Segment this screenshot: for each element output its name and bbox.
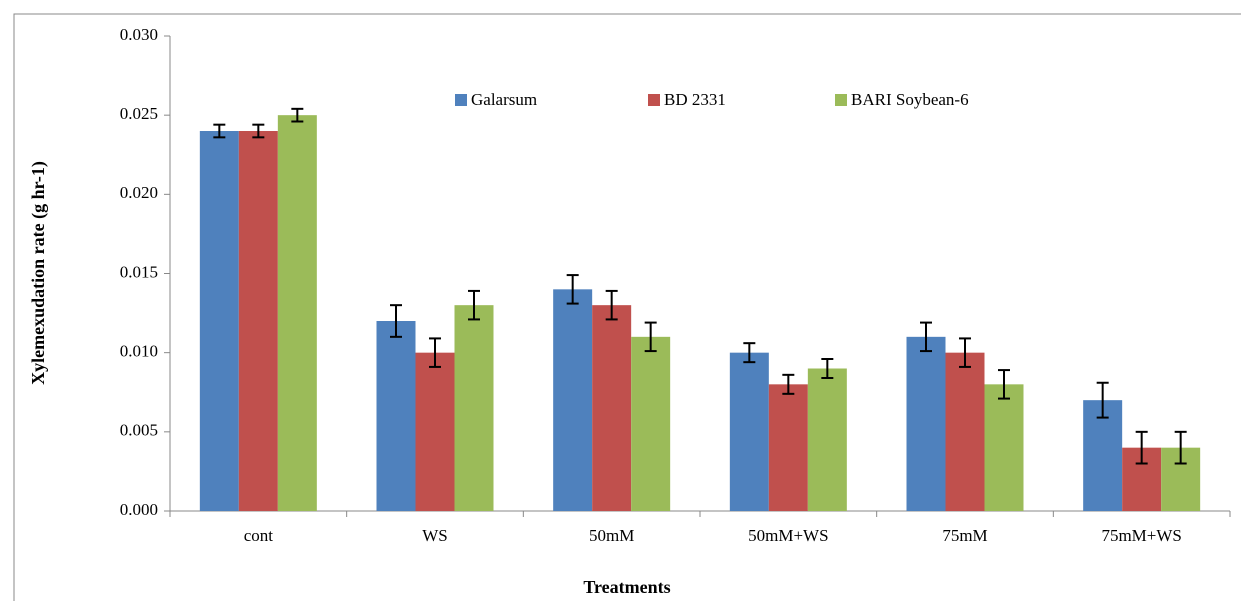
x-tick-label: cont (244, 526, 274, 545)
bar (277, 115, 317, 512)
error-bar (821, 358, 834, 379)
error-bar (959, 337, 971, 368)
legend-label: Galarsum (471, 90, 537, 109)
bar (768, 384, 808, 511)
error-bar (998, 369, 1010, 400)
bar (631, 336, 671, 511)
error-bar (782, 373, 795, 395)
x-tick-label: 75mM+WS (1101, 526, 1181, 545)
error-bar (644, 321, 657, 353)
bar (415, 352, 455, 511)
x-tick-label: WS (422, 526, 448, 545)
error-bar (566, 274, 579, 305)
error-bar (605, 289, 618, 321)
error-bar (468, 289, 480, 321)
x-axis-title: Treatments (583, 577, 670, 597)
bar (454, 305, 494, 511)
error-bar (1174, 430, 1187, 465)
y-tick-label: 0.025 (120, 104, 158, 123)
legend-swatch (648, 94, 660, 106)
error-bar (1135, 430, 1148, 465)
x-tick-label: 50mM (589, 526, 634, 545)
bar (238, 131, 278, 511)
bar (199, 131, 239, 511)
y-tick-label: 0.005 (120, 421, 158, 440)
bar (729, 352, 769, 511)
legend-swatch (835, 94, 847, 106)
bar (906, 336, 946, 511)
bar (553, 289, 593, 511)
bar (945, 352, 985, 511)
error-bar (1096, 381, 1109, 419)
error-bar (920, 321, 932, 353)
error-bar (291, 107, 304, 123)
y-tick-label: 0.015 (120, 262, 158, 281)
error-bar (252, 123, 265, 139)
bar (592, 305, 632, 511)
y-tick-label: 0.020 (120, 183, 158, 202)
bar (376, 321, 416, 511)
y-tick-label: 0.010 (120, 342, 158, 361)
error-bar (429, 337, 441, 368)
bar (1083, 400, 1123, 511)
legend-label: BARI Soybean-6 (851, 90, 969, 109)
legend-swatch (455, 94, 467, 106)
y-tick-label: 0.030 (120, 25, 158, 44)
x-tick-label: 50mM+WS (748, 526, 828, 545)
bar (807, 368, 847, 511)
bar (984, 384, 1024, 511)
legend-label: BD 2331 (664, 90, 726, 109)
y-tick-label: 0.000 (120, 500, 158, 519)
x-tick-label: 75mM (942, 526, 987, 545)
y-axis-title: Xylemexudation rate (g hr-1) (28, 161, 49, 385)
error-bar (390, 304, 402, 338)
chart-frame (13, 13, 1241, 601)
error-bar (743, 342, 756, 364)
error-bar (213, 123, 226, 139)
